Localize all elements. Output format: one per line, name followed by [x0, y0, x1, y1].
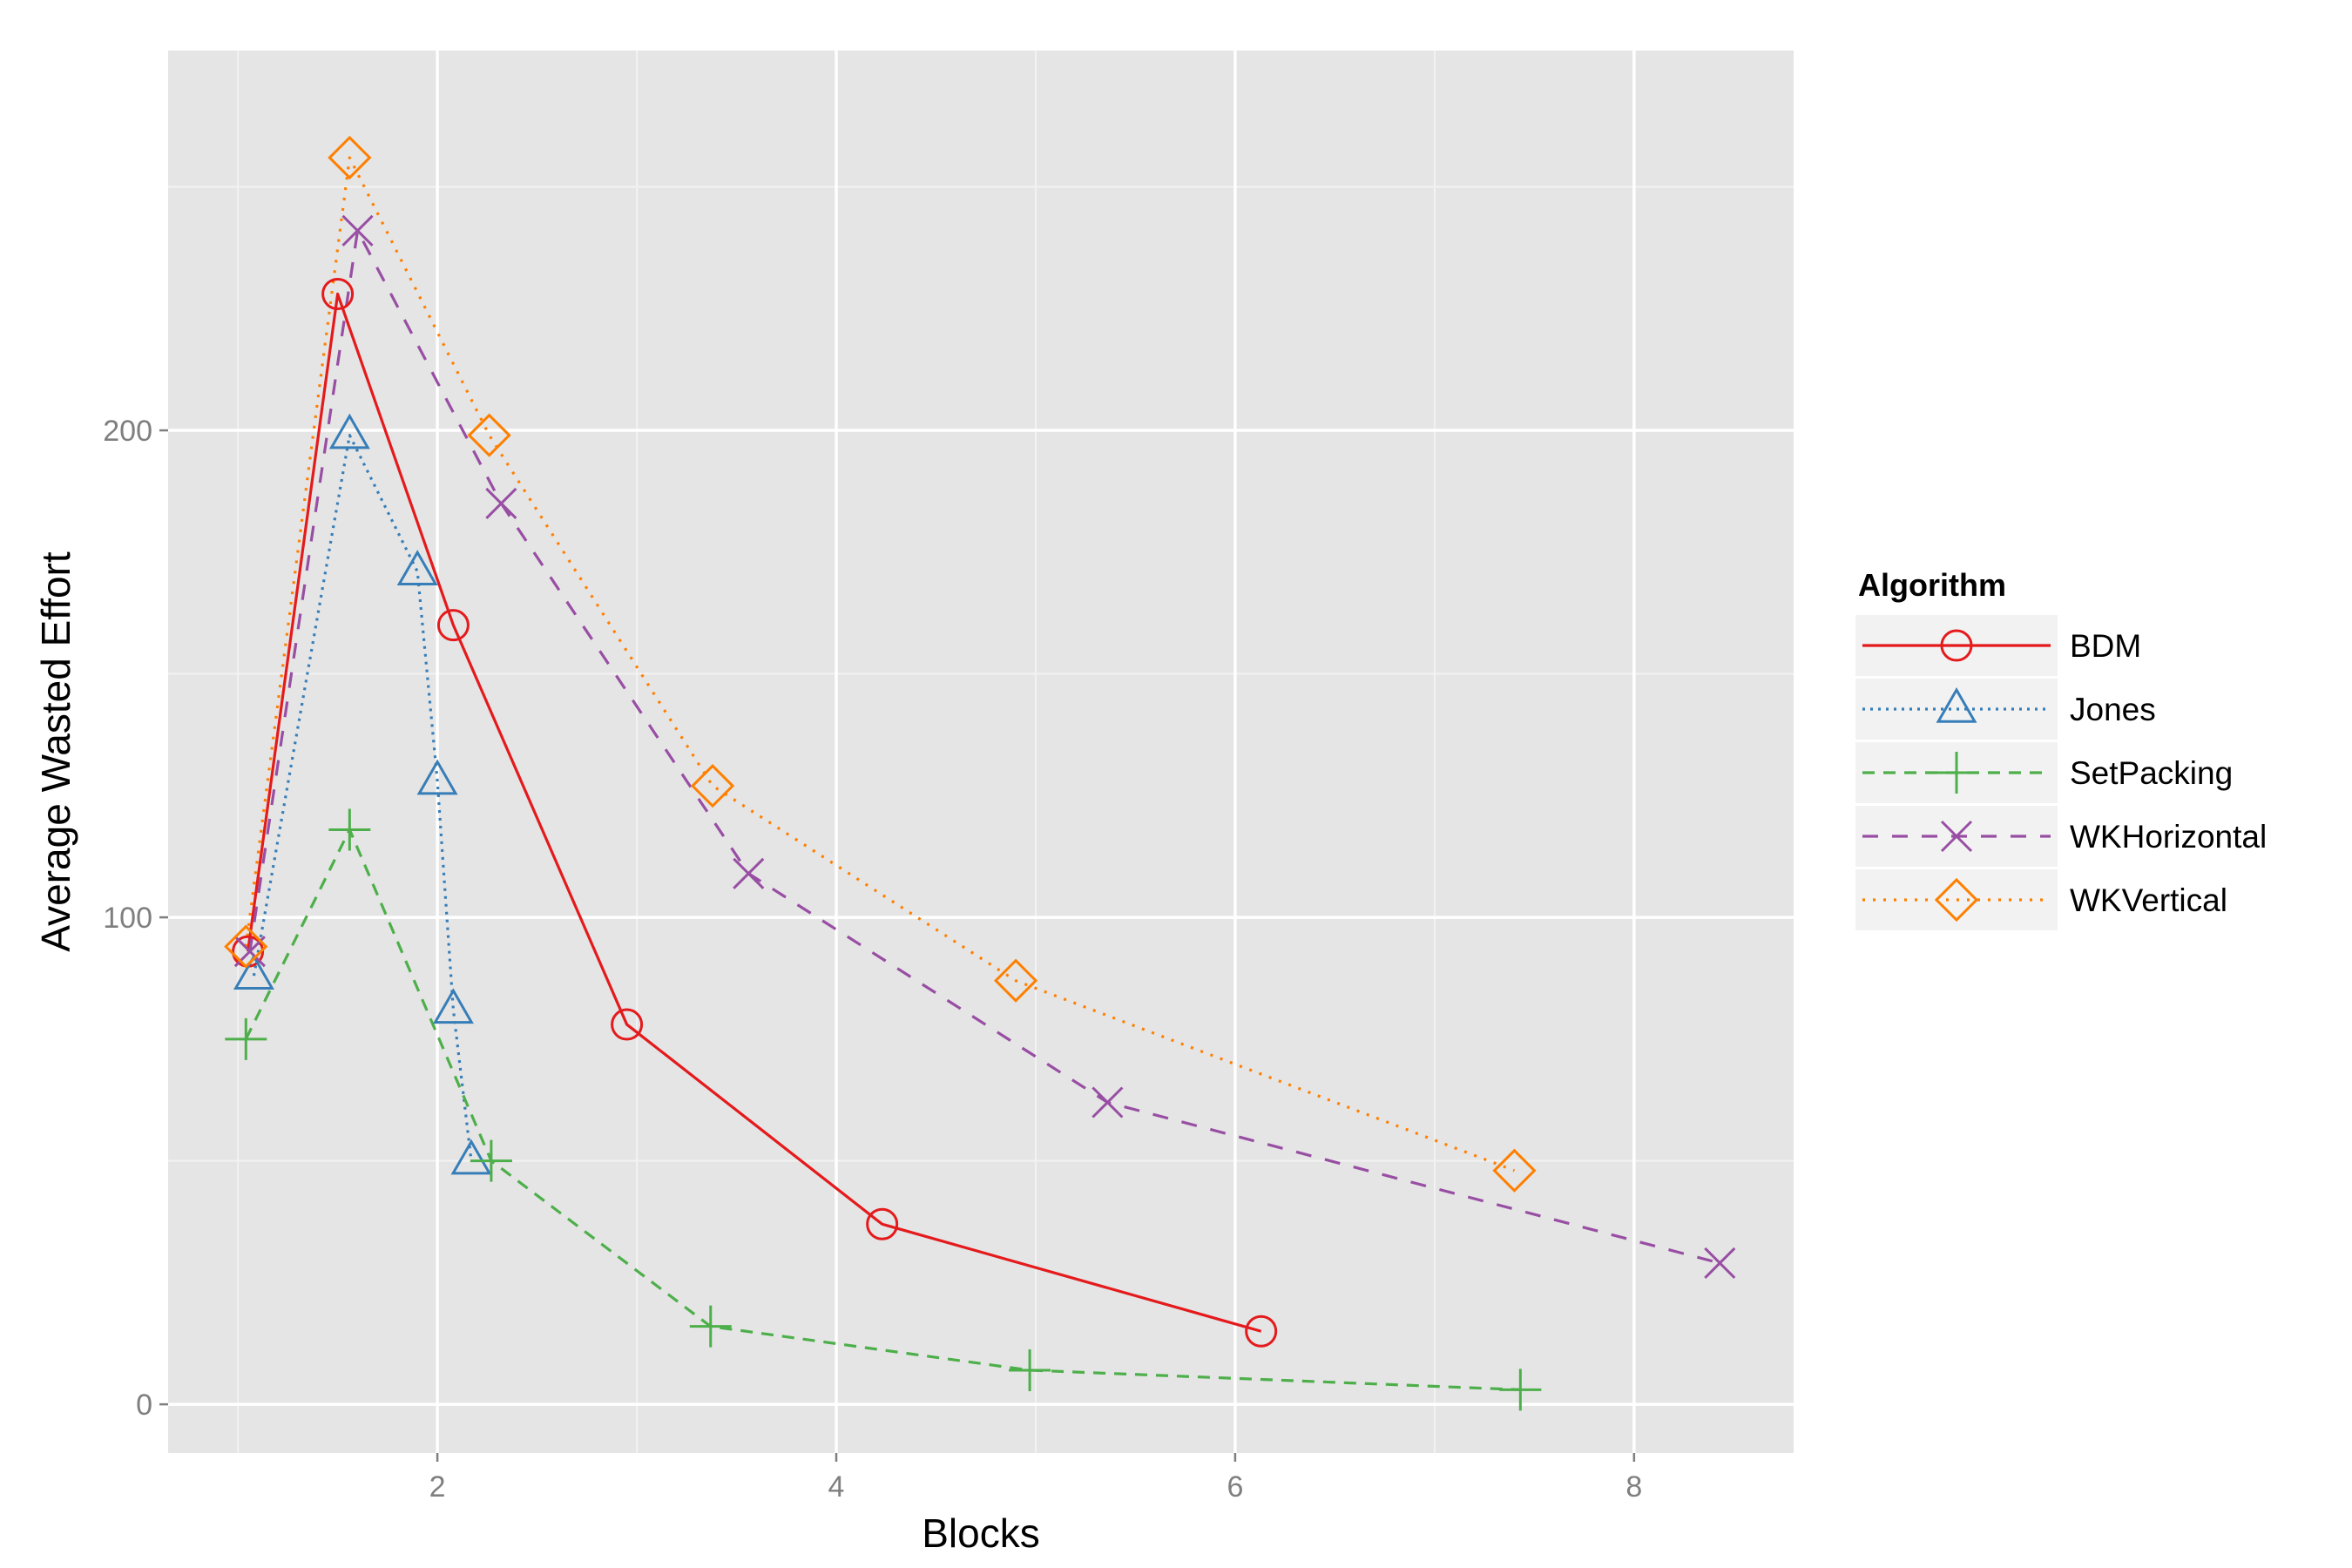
data-point-wkhorizontal [1092, 1086, 1124, 1119]
legend-title: Algorithm [1858, 567, 2006, 603]
data-point-wkvertical [328, 135, 372, 180]
plot-panel [168, 51, 1794, 1453]
y-tick-label: 0 [136, 1389, 152, 1422]
data-point-bdm [866, 1207, 899, 1240]
data-point-setpacking [328, 808, 371, 851]
data-point-jones [396, 550, 438, 585]
axis-ticks [159, 429, 1636, 1462]
data-point-setpacking [1499, 1369, 1542, 1411]
legend-marker-jones [1936, 686, 1977, 723]
legend-label-setpacking: SetPacking [2070, 755, 2233, 791]
series-line-wkhorizontal [248, 229, 1720, 1265]
data-point-wkhorizontal [1704, 1247, 1736, 1280]
data-point-bdm [611, 1008, 644, 1041]
y-tick-labels: 0 100 200 [103, 415, 152, 1422]
data-point-wkhorizontal [733, 857, 765, 889]
legend-label-wkvertical: WKVertical [2070, 882, 2227, 918]
y-axis-title: Average Wasted Effort [33, 551, 78, 952]
data-point-wkvertical [1492, 1148, 1537, 1193]
data-point-jones [233, 954, 274, 990]
legend-label-jones: Jones [2070, 692, 2156, 727]
data-point-wkvertical [690, 764, 735, 808]
data-point-jones [450, 1139, 492, 1175]
x-tick-labels: 2 4 6 8 [429, 1470, 1643, 1504]
data-point-setpacking [1009, 1348, 1051, 1391]
data-point-wkvertical [993, 958, 1038, 1003]
x-tick-label: 4 [828, 1470, 845, 1504]
minor-grid [168, 51, 1794, 1453]
legend-marker-bdm [1940, 629, 1973, 662]
y-tick-label: 100 [103, 902, 152, 935]
x-tick-label: 6 [1227, 1470, 1243, 1504]
data-point-setpacking [225, 1017, 267, 1060]
data-point-bdm [436, 609, 470, 642]
series-line-setpacking [244, 828, 1521, 1391]
data-point-jones [416, 759, 458, 795]
legend-label-bdm: BDM [2070, 628, 2141, 664]
series-points [224, 135, 1736, 1411]
legend-marker-setpacking [1936, 752, 1977, 794]
series-lines [244, 156, 1720, 1391]
legend-label-wkhorizontal: WKHorizontal [2070, 819, 2267, 855]
data-point-bdm [321, 278, 355, 311]
x-tick-label: 8 [1625, 1470, 1642, 1504]
data-point-bdm [1245, 1315, 1278, 1348]
data-point-setpacking [470, 1139, 512, 1182]
data-point-jones [432, 988, 474, 1024]
legend-marker-wkvertical [1934, 877, 1979, 923]
x-tick-label: 2 [429, 1470, 446, 1504]
x-axis-title: Blocks [922, 1511, 1039, 1556]
legend-keys: BDM Jones SetPacking WKHorizontal WKVertical [1855, 615, 2267, 930]
legend-marker-wkhorizontal [1940, 820, 1973, 853]
y-tick-label: 200 [103, 415, 152, 448]
legend: Algorithm BDM Jones SetPacking WKHorizontal… [1855, 567, 2267, 930]
data-point-jones [328, 413, 370, 449]
major-grid [168, 51, 1794, 1453]
data-point-wkhorizontal [485, 487, 517, 519]
data-point-wkhorizontal [341, 214, 374, 247]
data-point-setpacking [689, 1305, 732, 1348]
series-line-bdm [246, 292, 1262, 1333]
data-point-wkvertical [467, 413, 511, 457]
data-point-wkvertical [224, 924, 268, 969]
